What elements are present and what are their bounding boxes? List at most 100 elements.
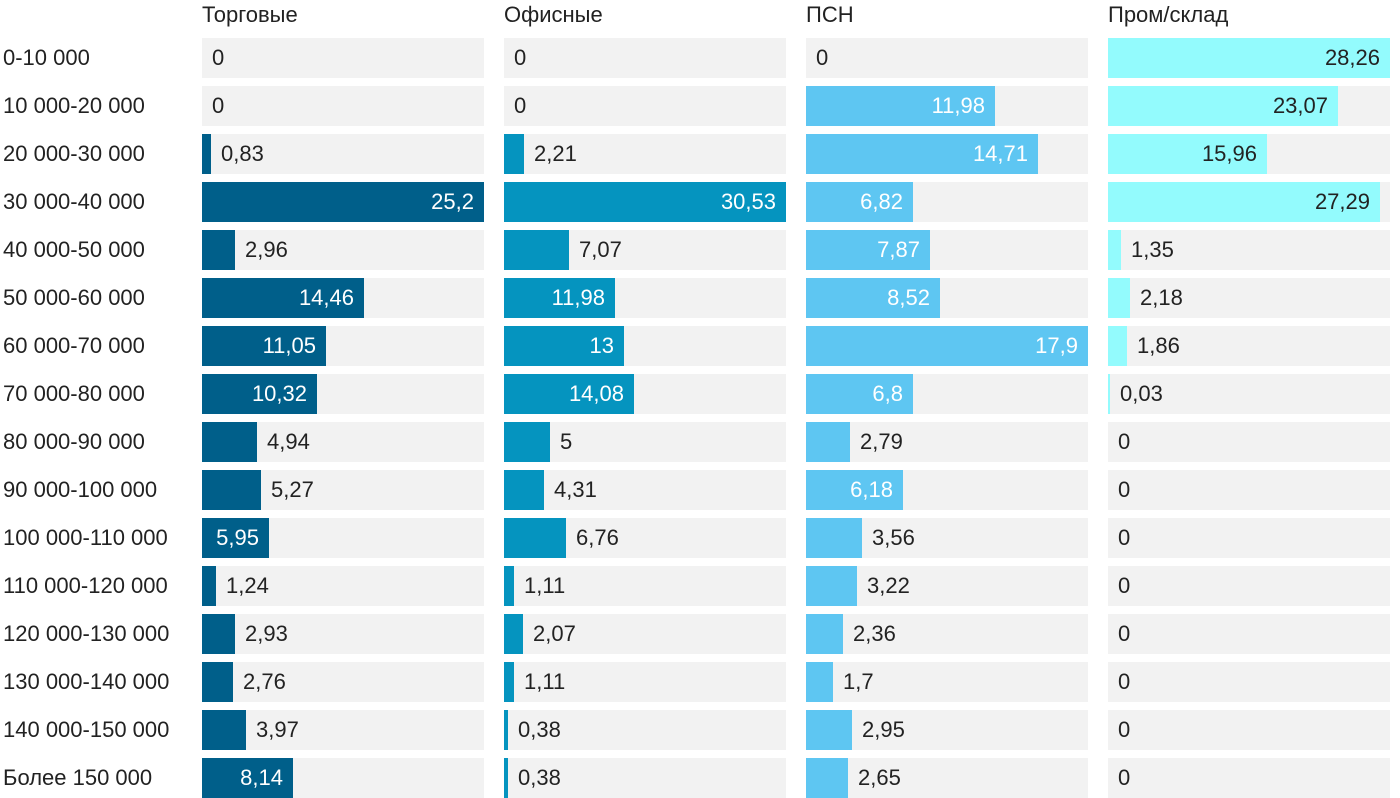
- bar-track: 0,03: [1108, 374, 1390, 414]
- bar-track: 14,08: [504, 374, 786, 414]
- bar: [1108, 38, 1390, 78]
- bar-track: 3,56: [806, 518, 1088, 558]
- bar-track: 1,11: [504, 566, 786, 606]
- bar: [504, 566, 514, 606]
- bar-track: 11,98: [504, 278, 786, 318]
- bar: [504, 230, 569, 270]
- series-title: Торговые: [202, 2, 298, 27]
- bar-track: 0: [1108, 518, 1390, 558]
- bar: [202, 566, 216, 606]
- category-label: 10 000-20 000: [3, 93, 145, 118]
- value-label: 27,29: [1314, 189, 1370, 214]
- bar: [806, 614, 843, 654]
- category-label: 140 000-150 000: [3, 717, 170, 742]
- value-label: 0,83: [221, 141, 264, 166]
- value-label: 0: [1118, 573, 1131, 598]
- bar-track: 6,76: [504, 518, 786, 558]
- value-label: 2,18: [1140, 285, 1183, 310]
- bar: [202, 134, 211, 174]
- value-label: 6,76: [576, 525, 619, 550]
- bar-track: 0,83: [202, 134, 484, 174]
- bar-track: 1,7: [806, 662, 1088, 702]
- series-title: Офисные: [504, 2, 603, 27]
- value-label: 3,56: [872, 525, 915, 550]
- bar-track: 1,11: [504, 662, 786, 702]
- bar-track: 17,9: [806, 326, 1088, 366]
- value-label: 5,27: [271, 477, 314, 502]
- category-label: 0-10 000: [3, 45, 90, 70]
- value-label: 0: [1118, 477, 1131, 502]
- category-label: 110 000-120 000: [3, 573, 168, 598]
- category-label: 100 000-110 000: [3, 525, 168, 550]
- bar-track: 13: [504, 326, 786, 366]
- bar-track: 28,26: [1108, 38, 1390, 78]
- value-label: 2,93: [245, 621, 288, 646]
- value-label: 15,96: [1201, 141, 1257, 166]
- bar-track: 1,35: [1108, 230, 1390, 270]
- bar-track: 2,95: [806, 710, 1088, 750]
- bar: [504, 278, 615, 318]
- value-label: 0: [514, 45, 527, 70]
- value-label: 4,31: [554, 477, 597, 502]
- value-label: 14,46: [298, 285, 354, 310]
- bar-track: 15,96: [1108, 134, 1390, 174]
- value-label: 0: [212, 93, 225, 118]
- bar: [202, 518, 269, 558]
- bar-track: 5: [504, 422, 786, 462]
- bar: [202, 662, 233, 702]
- bar-track: 25,2: [202, 182, 484, 222]
- bar-track: 6,8: [806, 374, 1088, 414]
- bar-track: 0: [202, 38, 484, 78]
- value-label: 5,95: [216, 525, 259, 550]
- bar-track: 2,21: [504, 134, 786, 174]
- value-label: 30,53: [720, 189, 776, 214]
- bar-track: 30,53: [504, 182, 786, 222]
- bar: [504, 470, 544, 510]
- value-label: 7,87: [877, 237, 920, 262]
- bar: [806, 182, 913, 222]
- bar: [806, 278, 940, 318]
- bar-track: 3,22: [806, 566, 1088, 606]
- bar: [504, 422, 550, 462]
- value-label: 2,07: [533, 621, 576, 646]
- bar: [806, 134, 1038, 174]
- value-label: 14,08: [568, 381, 624, 406]
- bar: [806, 230, 930, 270]
- bar-track: 2,93: [202, 614, 484, 654]
- bar: [806, 566, 857, 606]
- bar-track: 2,79: [806, 422, 1088, 462]
- bar-track: 0: [1108, 662, 1390, 702]
- bar-track: 2,65: [806, 758, 1088, 798]
- value-label: 3,97: [256, 717, 299, 742]
- bar-track: 2,36: [806, 614, 1088, 654]
- bar: [1108, 230, 1121, 270]
- category-label: 20 000-30 000: [3, 141, 145, 166]
- bar: [806, 518, 862, 558]
- bar: [806, 86, 995, 126]
- bar-track: 2,76: [202, 662, 484, 702]
- bar-track: 0: [806, 38, 1088, 78]
- bar-track: 0: [1108, 470, 1390, 510]
- value-label: 0: [1118, 669, 1131, 694]
- value-label: 14,71: [972, 141, 1028, 166]
- bar-track: 0: [504, 86, 786, 126]
- value-label: 1,86: [1137, 333, 1180, 358]
- bar-track: 0,38: [504, 710, 786, 750]
- bar-track: 2,96: [202, 230, 484, 270]
- value-label: 0: [1118, 621, 1131, 646]
- bar-track: 1,86: [1108, 326, 1390, 366]
- category-label: 60 000-70 000: [3, 333, 145, 358]
- bar: [504, 374, 634, 414]
- value-label: 2,96: [245, 237, 288, 262]
- bar: [202, 182, 484, 222]
- value-label: 6,82: [860, 189, 903, 214]
- value-label: 0: [212, 45, 225, 70]
- value-label: 0,38: [518, 717, 561, 742]
- value-label: 1,35: [1131, 237, 1174, 262]
- bar-track: 7,07: [504, 230, 786, 270]
- category-label: Более 150 000: [3, 765, 153, 790]
- bar-track: 0: [1108, 614, 1390, 654]
- bar-track: 14,46: [202, 278, 484, 318]
- bar-track: 0: [1108, 710, 1390, 750]
- series-title: ПСН: [806, 2, 854, 27]
